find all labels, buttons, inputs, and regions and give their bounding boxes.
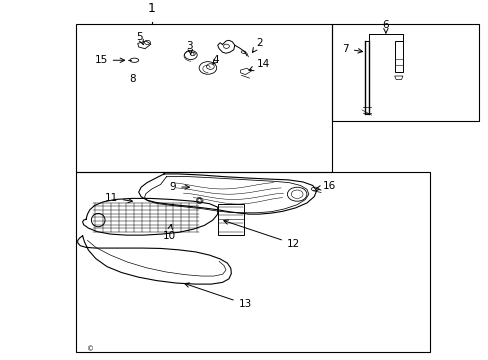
Bar	[217, 204, 244, 235]
Text: 2: 2	[252, 39, 262, 53]
Text: 8: 8	[129, 75, 135, 85]
Text: 6: 6	[382, 20, 388, 33]
Text: ©: ©	[87, 347, 94, 352]
Text: 14: 14	[248, 59, 269, 71]
Text: 16: 16	[316, 181, 335, 191]
Text: 3: 3	[186, 41, 193, 54]
Text: 9: 9	[169, 182, 189, 192]
Text: 10: 10	[162, 225, 175, 240]
Text: 1: 1	[147, 2, 156, 15]
Text: 15: 15	[95, 55, 108, 65]
Text: 4: 4	[212, 55, 219, 65]
Text: 5: 5	[136, 32, 143, 45]
Bar	[394, 41, 402, 72]
Text: 12: 12	[224, 220, 300, 249]
Bar	[76, 172, 429, 352]
Bar	[331, 23, 478, 121]
Text: 13: 13	[184, 283, 251, 309]
Text: 11: 11	[104, 193, 132, 203]
Text: 7: 7	[342, 44, 362, 54]
Bar	[76, 23, 331, 172]
